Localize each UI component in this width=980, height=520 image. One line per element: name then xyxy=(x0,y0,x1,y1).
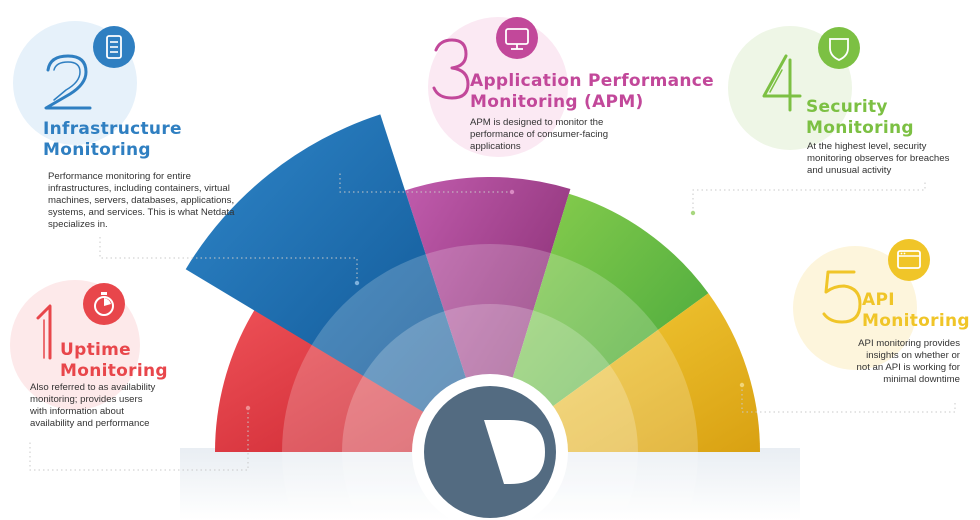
apm-bg-circle xyxy=(428,17,568,157)
apm-title-line2: Monitoring (APM) xyxy=(470,92,644,112)
stopwatch-icon-badge xyxy=(83,283,125,325)
uptime-connector xyxy=(29,408,249,471)
server-icon xyxy=(106,35,122,59)
connector-lines xyxy=(29,172,956,471)
number-2-inline xyxy=(53,61,81,101)
api-title-line2: Monitoring xyxy=(862,311,970,331)
browser-window-icon-badge xyxy=(888,239,930,281)
api-description: API monitoring provides insights on whet… xyxy=(857,338,960,386)
connector-dots xyxy=(245,189,745,411)
infrastructure-segment xyxy=(185,114,490,453)
uptime-desc-line: with information about xyxy=(30,406,124,417)
api-desc-line: not an API is working for xyxy=(856,362,960,373)
infrastructure-description: Performance monitoring for entire infras… xyxy=(48,171,234,231)
security-desc-line: and unusual activity xyxy=(807,165,892,176)
number-5-outline xyxy=(822,270,862,324)
apm-description: APM is designed to monitor the performan… xyxy=(470,117,608,153)
apm-title-line1: Application Performance xyxy=(470,71,714,91)
infrastructure-desc-line: Performance monitoring for entire xyxy=(48,171,191,182)
browser-window-icon xyxy=(897,250,921,269)
api-title: API Monitoring xyxy=(862,290,970,332)
infrastructure-connector xyxy=(99,236,358,283)
security-title-line2: Monitoring xyxy=(806,118,914,138)
apm-desc-line: performance of consumer-facing xyxy=(470,129,609,140)
infrastructure-title-line2: Monitoring xyxy=(43,140,151,160)
uptime-title: Uptime Monitoring xyxy=(60,340,168,382)
infrastructure-title: Infrastructure Monitoring xyxy=(43,119,182,161)
security-desc-line: At the highest level, security xyxy=(807,141,927,152)
infrastructure-desc-line: infrastructures, including containers, v… xyxy=(48,183,230,194)
uptime-title-line1: Uptime xyxy=(60,340,131,360)
infrastructure-title-line1: Infrastructure xyxy=(43,119,182,139)
shield-icon-badge xyxy=(818,27,860,69)
uptime-segment xyxy=(215,290,490,452)
apm-desc-line: applications xyxy=(470,141,521,152)
segments-group xyxy=(185,114,760,453)
api-bg-circle xyxy=(793,246,917,370)
security-title-line1: Security xyxy=(806,97,888,117)
uptime-desc-line: monitoring; provides users xyxy=(30,394,143,405)
netdata-logo-icon xyxy=(484,420,545,484)
apm-segment xyxy=(405,177,571,452)
netdata-logo-disc xyxy=(424,386,556,518)
apm-connector xyxy=(339,172,512,193)
api-title-line1: API xyxy=(862,290,895,310)
apm-title: Application Performance Monitoring (APM) xyxy=(470,71,714,113)
infrastructure-desc-line: systems, and services. This is what Netd… xyxy=(48,207,235,218)
apm-desc-line: APM is designed to monitor the xyxy=(470,117,604,128)
security-segment xyxy=(490,193,709,453)
security-description: At the highest level, security monitorin… xyxy=(807,141,949,177)
uptime-description: Also referred to as availability monitor… xyxy=(30,382,155,430)
monitor-icon-badge xyxy=(496,17,538,59)
api-desc-line: minimal downtime xyxy=(883,374,960,385)
api-connector xyxy=(741,385,956,413)
api-desc-line: insights on whether or xyxy=(866,350,960,361)
number-1-outline xyxy=(36,304,52,360)
stopwatch-icon xyxy=(94,296,114,316)
number-4-inline xyxy=(769,69,783,93)
security-connector xyxy=(692,180,926,213)
infrastructure-desc-line: machines, servers, databases, applicatio… xyxy=(48,195,235,206)
shield-icon xyxy=(829,38,849,61)
security-title: Security Monitoring xyxy=(806,97,914,139)
security-desc-line: monitoring observes for breaches xyxy=(807,153,950,164)
server-icon-badge xyxy=(93,26,135,68)
api-segment xyxy=(490,293,760,452)
uptime-title-line2: Monitoring xyxy=(60,361,168,381)
infrastructure-desc-line: specializes in. xyxy=(48,219,108,230)
number-2-outline xyxy=(44,54,92,110)
number-3-outline xyxy=(432,38,470,100)
uptime-desc-line: Also referred to as availability xyxy=(30,382,156,393)
api-desc-line: API monitoring provides xyxy=(858,338,960,349)
number-4-outline xyxy=(762,54,802,112)
uptime-desc-line: availability and performance xyxy=(30,418,150,429)
